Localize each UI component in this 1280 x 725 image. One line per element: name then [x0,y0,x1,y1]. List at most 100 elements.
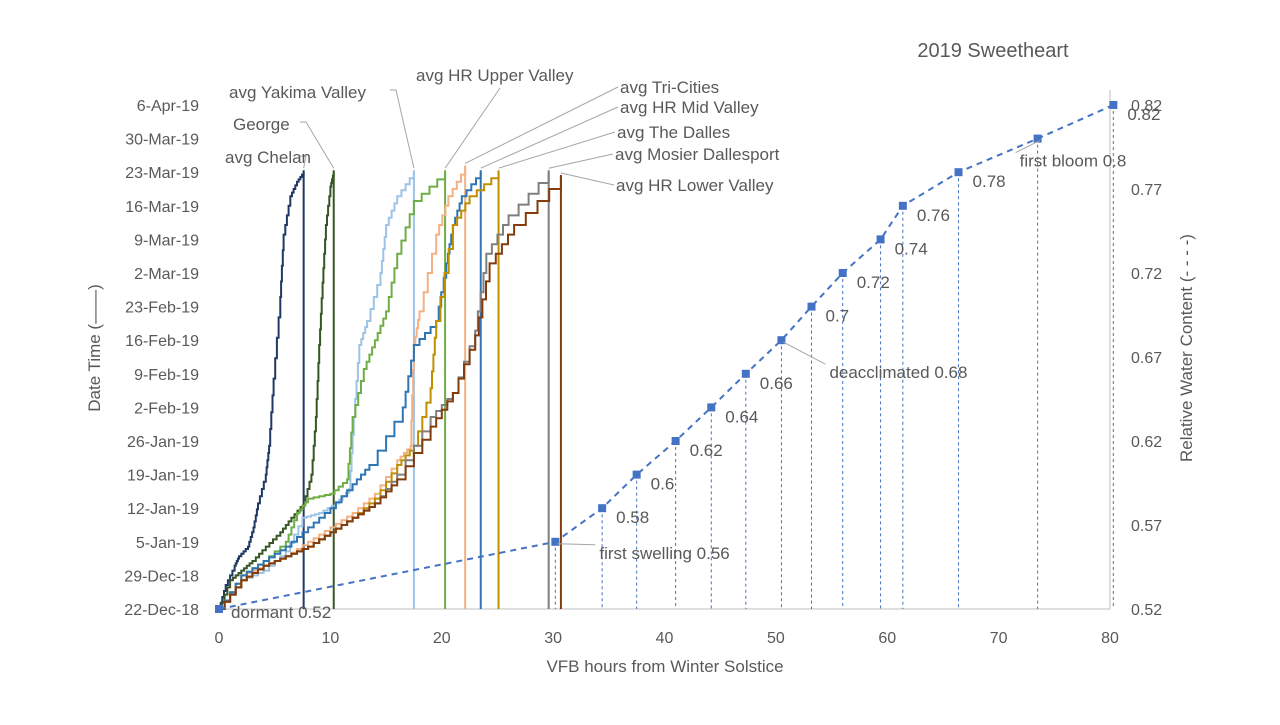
y-tick-label: 2-Mar-19 [134,266,199,283]
y-tick-label: 22-Dec-18 [124,602,199,619]
y-tick-label: 23-Feb-19 [125,300,199,317]
rwc-point [598,504,607,513]
rwc-point [215,605,223,613]
y-tick-label: 5-Jan-19 [136,535,199,552]
axes-group: 0 10 20 30 40 50 60 70 80 22-Dec-18 29-Dec-18 5-Jan… [124,90,1162,647]
series-callout-label: avg HR Upper Valley [416,66,574,85]
rwc-point [954,168,963,177]
rwc-data-label: 0.76 [917,206,950,225]
rwc-data-label: 0.74 [895,239,928,258]
x-tick-label: 30 [544,630,562,647]
rwc-point [707,403,716,412]
x-axis-title: VFB hours from Winter Solstice [546,657,783,676]
y-tick-label: 23-Mar-19 [125,165,199,182]
series-line-0 [219,172,305,610]
y-tick-label: 12-Jan-19 [127,501,199,518]
series-callout-label: avg HR Lower Valley [616,176,774,195]
annotations-group: avg Chelan George avg Yakima Valley avg HR … [225,66,780,195]
series-callout-label: avg Yakima Valley [229,83,367,102]
series-line-2 [219,172,415,610]
y2-tick-label: 0.62 [1131,434,1162,451]
y-tick-label: 29-Dec-18 [124,568,199,585]
rwc-data-label: dormant 0.52 [231,603,331,622]
rwc-point [838,269,847,277]
series-callout-label: George [233,115,290,134]
series-callout-label: avg The Dalles [617,123,730,142]
y2-tick-label: 0.82 [1131,98,1162,115]
callout-leader [560,172,615,186]
rwc-leader-line [783,341,826,365]
series-line-6 [219,172,500,610]
x-tick-label: 10 [321,630,339,647]
y-tick-label: 16-Feb-19 [125,333,199,350]
rwc-data-label: 0.58 [616,508,649,527]
y2-tick-label: 0.52 [1131,602,1162,619]
rwc-data-label: 0.64 [725,407,758,426]
series-line-8 [219,177,562,610]
series-line-3 [219,172,447,610]
callout-leader [480,106,619,169]
callout-leader [300,121,335,169]
series-line-4 [219,167,467,610]
rwc-point [551,537,560,546]
rwc-data-label: 0.66 [760,374,793,393]
y-axis-title: Date Time (——) [85,284,104,412]
x-tick-label: 40 [656,630,674,647]
rwc-point [898,201,907,210]
rwc-data-label: 0.62 [690,441,723,460]
y-tick-label: 19-Jan-19 [127,468,199,485]
rwc-data-label: 0.78 [973,172,1006,191]
x-tick-label: 0 [215,630,224,647]
x-tick-label: 60 [878,630,896,647]
y-tick-label: 16-Mar-19 [125,199,199,216]
x-tick-label: 70 [990,630,1008,647]
y-tick-label: 6-Apr-19 [137,98,199,115]
rwc-point [671,437,680,445]
series-line-5 [219,172,482,610]
callout-leader [548,153,614,169]
y2-tick-label: 0.72 [1131,266,1162,283]
series-callout-label: avg Tri-Cities [620,78,719,97]
rwc-point [1033,134,1042,143]
callout-leader [390,89,415,169]
rwc-data-label: 0.82 [1127,105,1160,124]
x-tick-label: 80 [1101,630,1119,647]
y-tick-label: 30-Mar-19 [125,132,199,149]
rwc-point [807,302,816,311]
y2-tick-label: 0.67 [1131,350,1162,367]
series-callout-label: avg HR Mid Valley [620,98,759,117]
rwc-leader-line [1015,140,1040,154]
chart-title: 2019 Sweetheart [917,40,1069,62]
x-tick-label: 20 [433,630,451,647]
rwc-point [632,470,641,479]
rwc-data-label: first bloom 0.8 [1020,152,1127,171]
rwc-point [876,235,885,244]
rwc-data-label: first swelling 0.56 [599,544,729,563]
y2-axis-title: Relative Water Content (- - - -) [1177,234,1196,462]
rwc-group: dormant 0.52 first swelling 0.56 0.580.6 0.… [215,101,1160,622]
y2-tick-label: 0.57 [1131,518,1162,535]
rwc-leader-line [557,543,596,546]
series-line-1 [219,172,335,610]
callout-leader [464,86,619,164]
rwc-point [741,369,750,378]
x-tick-label: 50 [767,630,785,647]
y2-tick-label: 0.77 [1131,182,1162,199]
callout-leader [444,87,501,169]
rwc-data-label: 0.7 [826,307,850,326]
rwc-line [218,104,1114,610]
series-callout-label: avg Mosier Dallesport [615,145,780,164]
callout-leader [498,131,616,169]
rwc-data-label: 0.6 [651,475,675,494]
series-group [219,165,562,610]
rwc-point [777,336,786,345]
callout-leader [300,155,307,169]
rwc-point [1109,101,1118,109]
y-tick-label: 9-Feb-19 [134,367,199,384]
rwc-data-label: 0.72 [857,273,890,292]
y-tick-label: 9-Mar-19 [134,232,199,249]
y-tick-label: 2-Feb-19 [134,400,199,417]
series-callout-label: avg Chelan [225,148,311,167]
